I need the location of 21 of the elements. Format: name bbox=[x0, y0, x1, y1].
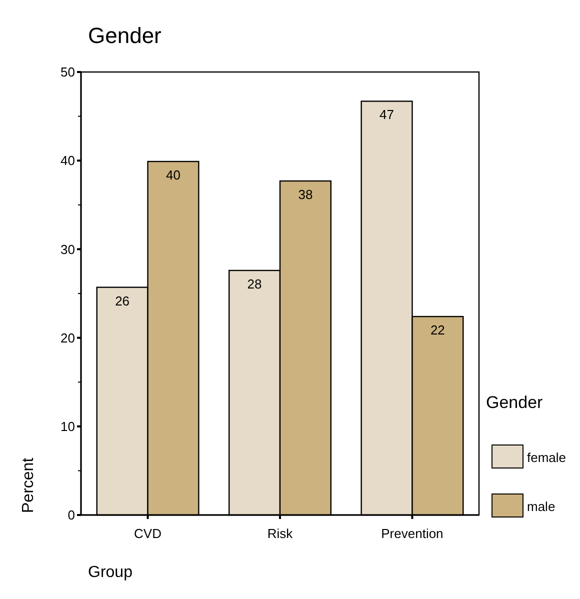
data-label: 40 bbox=[166, 167, 180, 182]
x-axis-title: Group bbox=[88, 564, 133, 581]
x-tick-label: Risk bbox=[267, 526, 294, 541]
legend-label: female bbox=[527, 450, 566, 465]
x-tick-label: CVD bbox=[134, 526, 162, 541]
x-tick-label: Prevention bbox=[381, 526, 444, 541]
data-label: 22 bbox=[430, 322, 445, 338]
legend-label: male bbox=[527, 499, 556, 514]
y-tick-label: 0 bbox=[68, 508, 75, 523]
data-label: 28 bbox=[247, 276, 262, 292]
data-label: 26 bbox=[115, 293, 130, 308]
legend-title: Gender bbox=[486, 393, 544, 412]
chart-title: Gender bbox=[88, 23, 162, 48]
y-tick-label: 30 bbox=[60, 242, 75, 257]
y-tick-label: 40 bbox=[60, 153, 75, 168]
y-axis-title: Percent bbox=[20, 457, 37, 513]
y-tick-label: 20 bbox=[60, 330, 75, 346]
data-label: 47 bbox=[380, 107, 394, 122]
y-tick-label: 10 bbox=[60, 418, 75, 434]
data-label: 38 bbox=[298, 186, 313, 202]
y-tick-label: 50 bbox=[60, 64, 75, 80]
